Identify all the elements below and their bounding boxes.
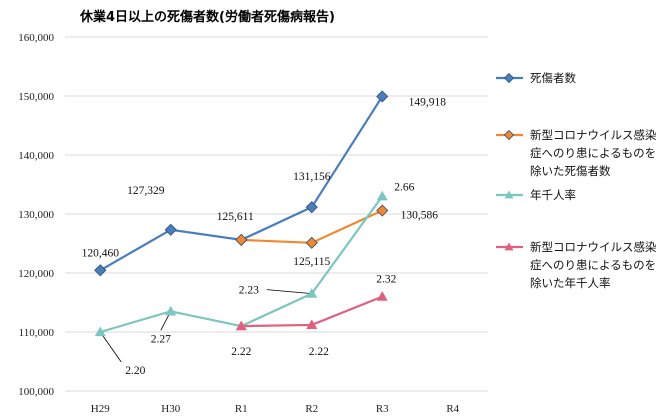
legend-entry: 新型コロナウイルス感染: [530, 240, 657, 254]
data-point-marker: [376, 90, 389, 103]
y-tick-label: 140,000: [18, 150, 54, 162]
data-label: 125,115: [293, 256, 330, 268]
data-point-marker: [503, 72, 515, 84]
data-point-marker: [235, 320, 247, 331]
data-point-marker: [376, 204, 389, 217]
y-tick-label: 130,000: [18, 209, 54, 221]
legend-entry: 新型コロナウイルス感染: [530, 128, 657, 142]
data-label: 2.22: [309, 346, 329, 358]
label-leader-line: [266, 289, 312, 295]
legend-entry: 除いた年千人率: [530, 276, 611, 290]
data-label: 2.66: [394, 181, 414, 193]
data-point-marker: [376, 291, 388, 301]
label-leader-line: [99, 331, 122, 363]
legend: 死傷者数新型コロナウイルス感染症へのり患によるものを除いた死傷者数年千人率新型コ…: [496, 71, 657, 290]
y-tick-label: 120,000: [18, 268, 54, 280]
data-point-marker: [164, 223, 177, 236]
data-point-marker: [94, 326, 106, 337]
y-tick-label: 160,000: [18, 32, 54, 44]
y-tick-label: 100,000: [18, 386, 54, 398]
x-tick-label: R3: [376, 403, 389, 415]
legend-entry: 死傷者数: [530, 71, 576, 85]
data-label: 2.22: [231, 346, 251, 358]
data-point-marker: [165, 305, 177, 316]
data-label: 127,329: [127, 185, 165, 197]
data-labels: 120,460 127,329 125,611 131,156 149,918 125,1…: [82, 96, 447, 377]
data-label: 2.27: [151, 333, 171, 345]
data-label: 130,586: [401, 210, 439, 222]
legend-entry: 年千人率: [530, 188, 576, 202]
data-point-marker: [503, 129, 515, 141]
legend-entry: 症へのり患によるものを: [530, 258, 656, 272]
x-tick-label: R4: [446, 403, 459, 415]
data-point-marker: [504, 190, 514, 199]
data-point-marker: [306, 288, 318, 298]
data-label: 131,156: [293, 171, 331, 183]
data-point-marker: [306, 319, 318, 330]
data-point-marker: [305, 236, 318, 249]
data-label: 120,460: [82, 247, 120, 259]
legend-entry: 除いた死傷者数: [530, 164, 611, 178]
y-tick-label: 110,000: [19, 327, 55, 339]
x-axis-ticks: H29 H30 R1 R2 R3 R4: [91, 403, 460, 415]
data-label: 125,611: [217, 211, 254, 223]
legend-entry: 症へのり患によるものを: [530, 146, 656, 160]
data-point-marker: [376, 190, 388, 201]
data-label: 2.32: [376, 274, 396, 286]
data-point-marker: [94, 264, 107, 277]
chart-title: 休業4日以上の死傷者数(労働者死傷病報告): [79, 9, 335, 25]
x-tick-label: H30: [161, 403, 180, 415]
x-tick-label: H29: [91, 403, 110, 415]
data-label: 2.23: [239, 285, 259, 297]
series-markers: [94, 90, 389, 337]
gridlines: [65, 36, 488, 392]
data-label: 149,918: [409, 96, 447, 108]
data-label: 2.20: [125, 365, 145, 377]
data-point-marker: [235, 233, 248, 246]
data-point-marker: [305, 201, 318, 214]
x-tick-label: R2: [305, 403, 318, 415]
data-point-marker: [504, 242, 514, 251]
y-tick-label: 150,000: [18, 91, 54, 103]
x-tick-label: R1: [235, 403, 248, 415]
y-axis-ticks: 100,000 110,000 120,000 130,000 140,000 150,0…: [18, 32, 54, 398]
